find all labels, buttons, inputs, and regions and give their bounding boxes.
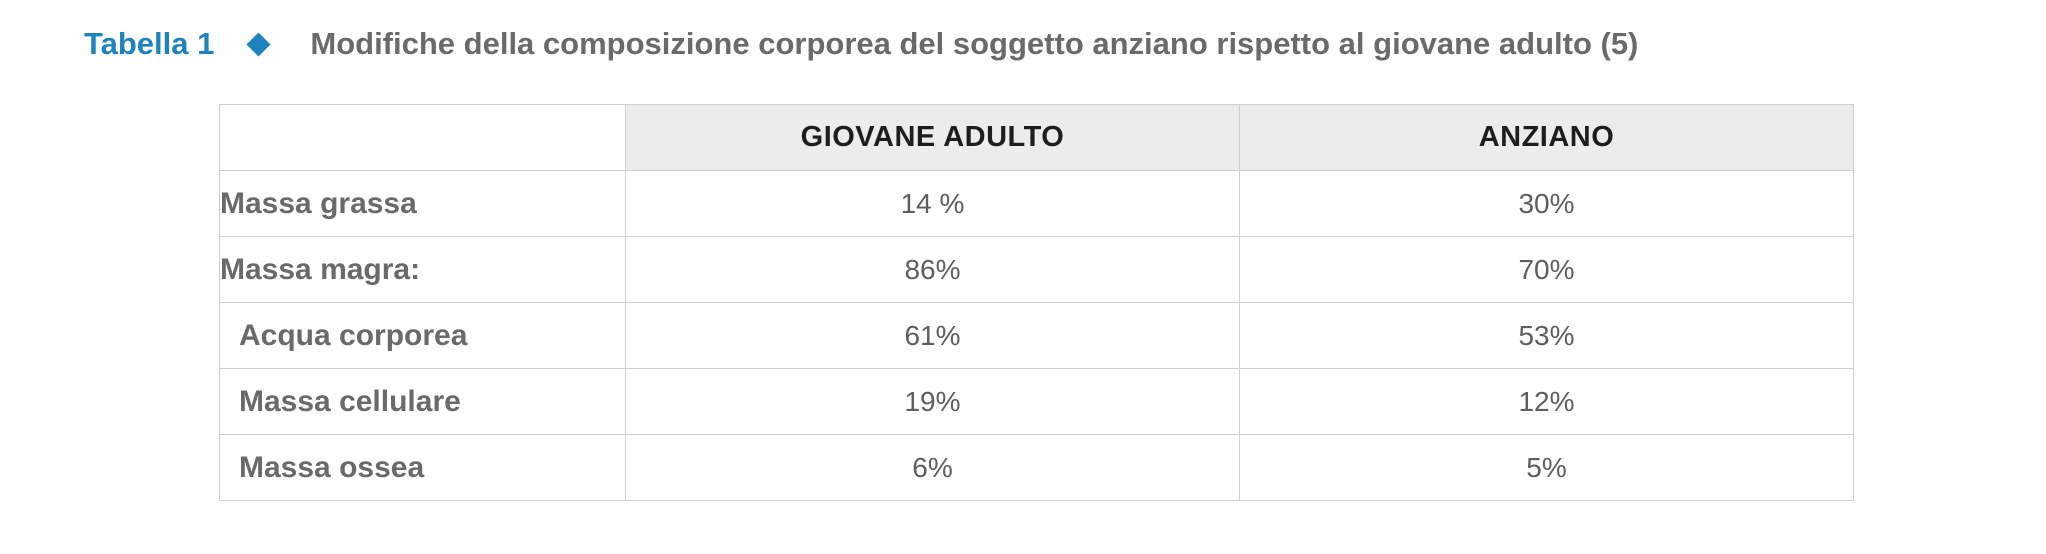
column-header-giovane-adulto: GIOVANE ADULTO [625, 104, 1240, 171]
cell-giovane-adulto: 6% [625, 434, 1240, 501]
table-row: Massa cellulare 19% 12% [219, 368, 1854, 435]
column-header-anziano: ANZIANO [1239, 104, 1854, 171]
cell-giovane-adulto: 19% [625, 368, 1240, 435]
body-composition-table: GIOVANE ADULTO ANZIANO Massa grassa 14 %… [219, 104, 1854, 501]
cell-anziano: 12% [1239, 368, 1854, 435]
cell-anziano: 5% [1239, 434, 1854, 501]
table-number-label: Tabella 1 [84, 26, 215, 61]
table-row: Massa magra: 86% 70% [219, 236, 1854, 303]
cell-giovane-adulto: 86% [625, 236, 1240, 303]
cell-anziano: 70% [1239, 236, 1854, 303]
row-label: Massa cellulare [219, 368, 626, 435]
table-caption: Tabella 1 Modifiche della composizione c… [84, 18, 1638, 70]
cell-giovane-adulto: 61% [625, 302, 1240, 369]
table-title: Modifiche della composizione corporea de… [310, 26, 1639, 61]
table-row: Massa ossea 6% 5% [219, 434, 1854, 501]
cell-giovane-adulto: 14 % [625, 170, 1240, 237]
row-label: Acqua corporea [219, 302, 626, 369]
corner-cell [219, 104, 626, 171]
table-row: Acqua corporea 61% 53% [219, 302, 1854, 369]
header-row: GIOVANE ADULTO ANZIANO [219, 104, 1854, 171]
cell-anziano: 53% [1239, 302, 1854, 369]
cell-anziano: 30% [1239, 170, 1854, 237]
row-label: Massa grassa [219, 170, 626, 237]
table-row: Massa grassa 14 % 30% [219, 170, 1854, 237]
row-label: Massa magra: [219, 236, 626, 303]
row-label: Massa ossea [219, 434, 626, 501]
diamond-icon [246, 31, 271, 57]
